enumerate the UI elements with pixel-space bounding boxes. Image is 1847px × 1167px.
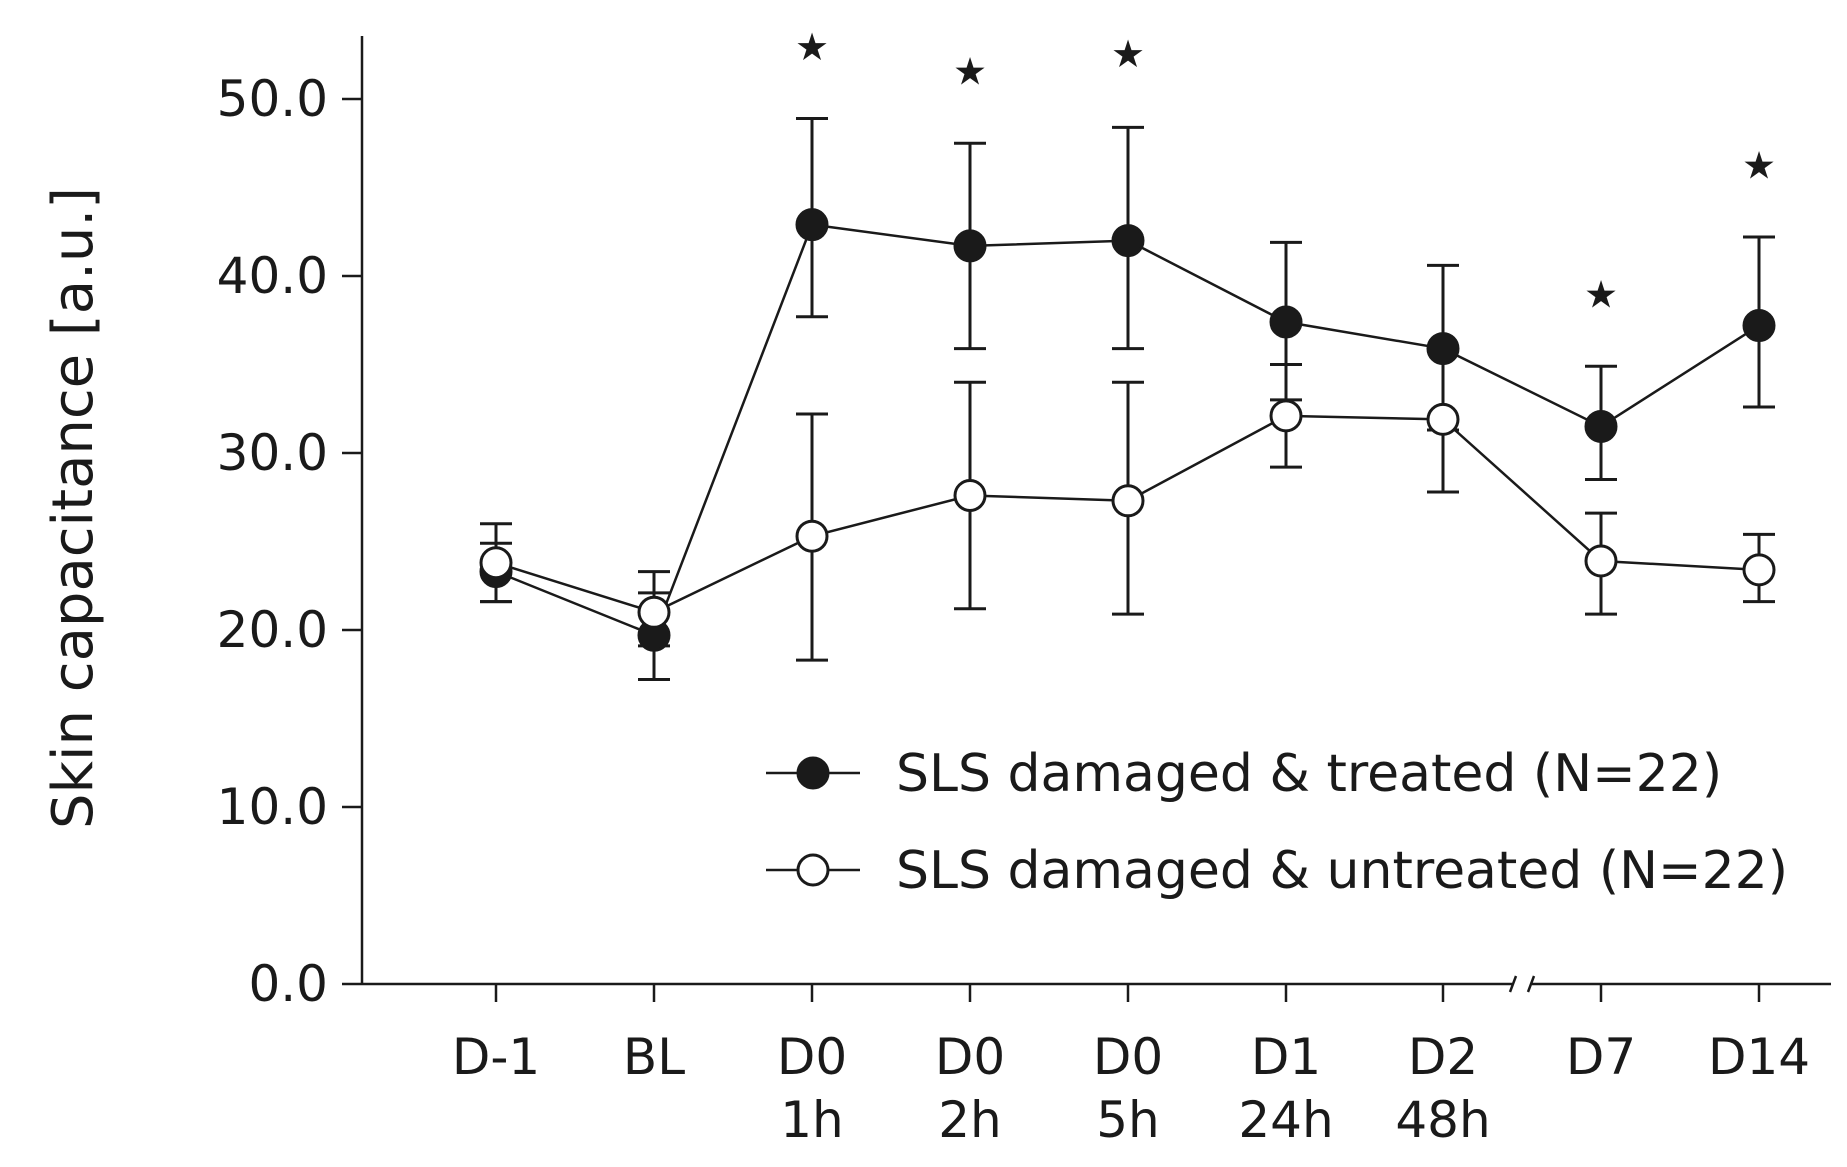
y-tick-label: 50.0: [217, 70, 328, 128]
axis-break-mark: [1508, 975, 1518, 993]
y-axis-title: Skin capacitance [a.u.]: [41, 187, 106, 829]
x-tick-label: D7: [1566, 1028, 1636, 1086]
data-point: [1742, 553, 1776, 587]
significance-star: ★: [953, 50, 987, 94]
significance-star: ★: [1584, 273, 1618, 317]
significance-star: ★: [1111, 32, 1145, 76]
x-tick-label: D0: [777, 1028, 847, 1086]
data-point: [1111, 484, 1145, 518]
data-point: [479, 546, 513, 580]
y-tick-label: 0.0: [248, 955, 328, 1013]
y-axis: 0.0 10.0 20.0 30.0 40.0 50.0 Skin capacitance …: [41, 36, 364, 1013]
x-tick-sublabel: 24h: [1238, 1091, 1333, 1149]
data-point: [795, 208, 829, 242]
data-point: [953, 478, 987, 512]
legend: SLS damaged & treated (N=22) SLS damaged …: [766, 744, 1788, 901]
legend-marker: [796, 756, 830, 790]
data-point: [1426, 332, 1460, 366]
legend-label: SLS damaged & treated (N=22): [896, 744, 1722, 804]
y-tick-label: 30.0: [217, 424, 328, 482]
y-tick-label: 20.0: [217, 601, 328, 659]
x-tick-label: D2: [1408, 1028, 1478, 1086]
legend-label: SLS damaged & untreated (N=22): [896, 841, 1788, 901]
x-tick-label: D1: [1251, 1028, 1321, 1086]
x-tick-label: D14: [1708, 1028, 1810, 1086]
significance-star: ★: [1742, 143, 1776, 187]
x-tick-sublabel: 48h: [1395, 1091, 1490, 1149]
series-layer: [479, 116, 1776, 682]
significance-layer: ★ ★ ★ ★ ★: [795, 25, 1776, 317]
y-tick-label: 10.0: [217, 778, 328, 836]
data-point: [1269, 305, 1303, 339]
x-tick-label: D0: [935, 1028, 1005, 1086]
significance-star: ★: [795, 25, 829, 69]
legend-item: SLS damaged & untreated (N=22): [766, 841, 1788, 901]
data-point: [1742, 309, 1776, 343]
x-tick-sublabel: 2h: [938, 1091, 1002, 1149]
y-tick-label: 40.0: [217, 247, 328, 305]
data-point: [1111, 224, 1145, 258]
data-point: [1426, 402, 1460, 436]
data-point: [953, 229, 987, 263]
x-tick-label: BL: [623, 1028, 685, 1086]
data-point: [1584, 544, 1618, 578]
data-point: [1269, 399, 1303, 433]
legend-marker: [796, 853, 830, 887]
x-tick-label: D0: [1093, 1028, 1163, 1086]
x-tick-label: D-1: [452, 1028, 540, 1086]
data-point: [637, 595, 671, 629]
data-point: [1584, 409, 1618, 443]
data-point: [795, 519, 829, 553]
markers-untreated: [479, 399, 1776, 629]
x-tick-sublabel: 5h: [1096, 1091, 1160, 1149]
legend-item: SLS damaged & treated (N=22): [766, 744, 1722, 804]
axis-break-mark: [1526, 975, 1536, 993]
x-tick-sublabel: 1h: [780, 1091, 844, 1149]
